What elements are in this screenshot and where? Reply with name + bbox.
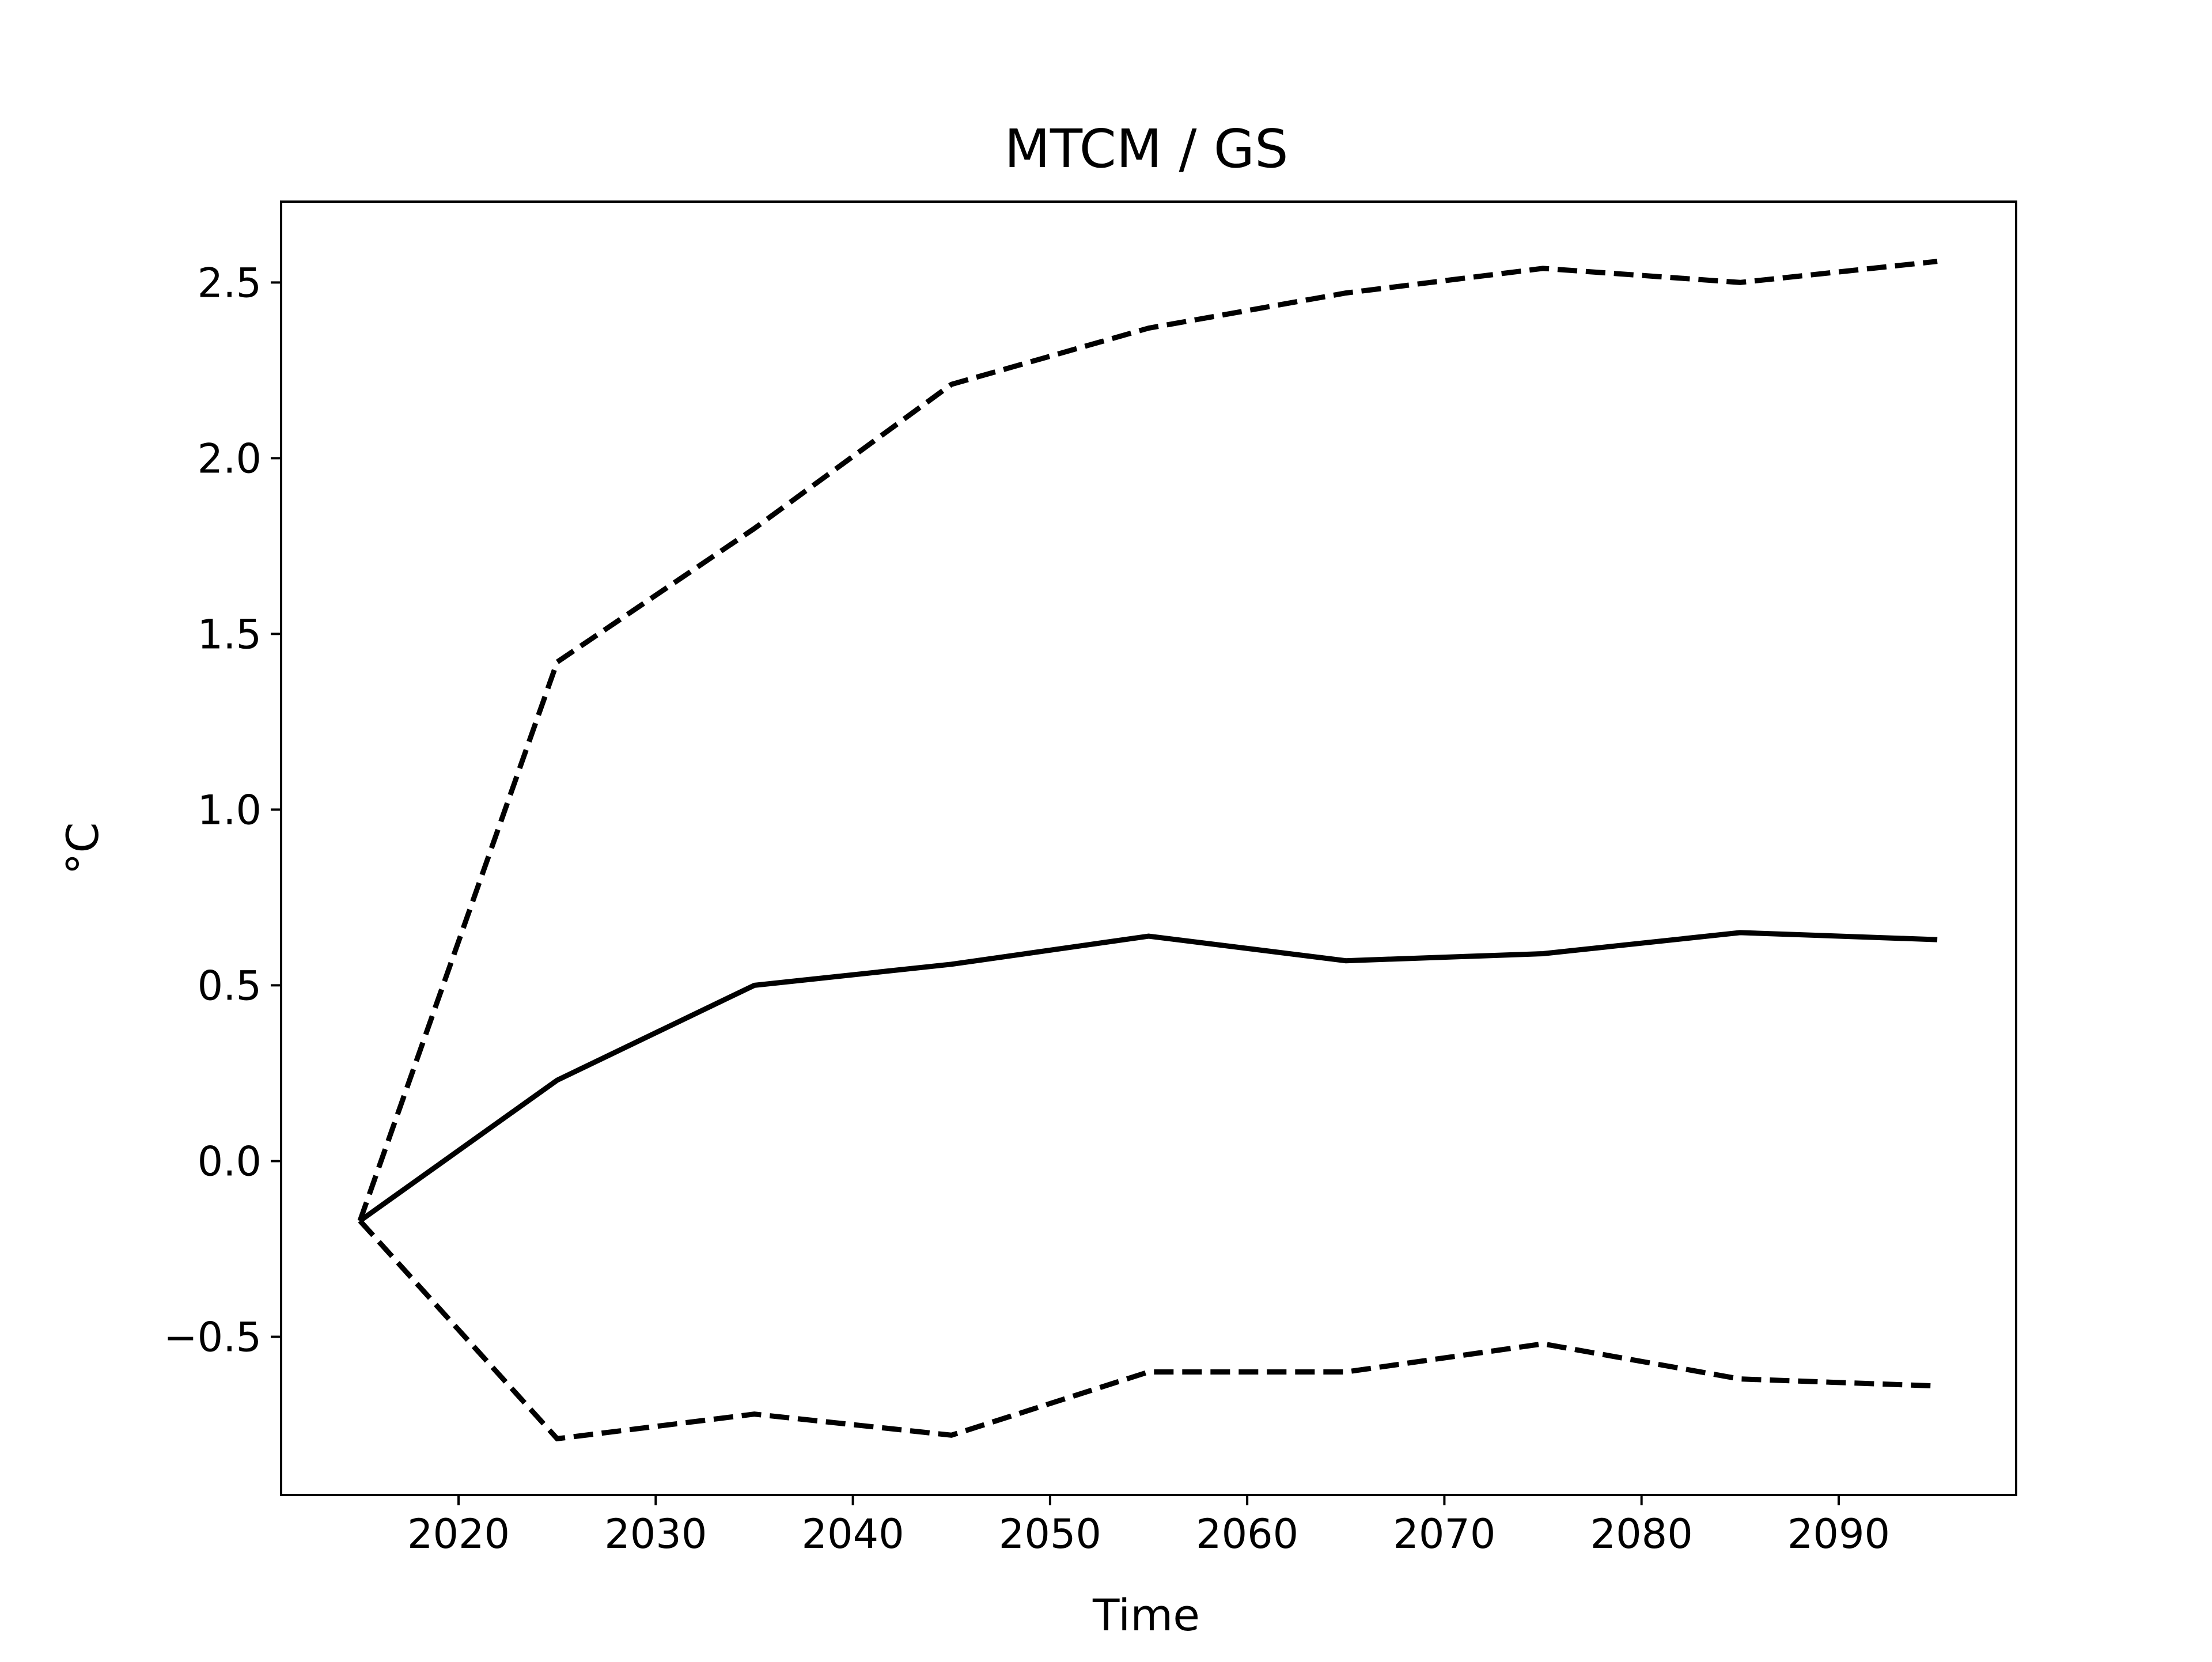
x-tick-label: 2070 [1393, 1510, 1495, 1558]
x-tick-label: 2090 [1787, 1510, 1890, 1558]
y-tick-label: 2.5 [198, 259, 262, 306]
chart-title: MTCM / GS [1005, 118, 1289, 180]
x-axis: 2020 2030 2040 2050 2060 2070 2080 2090 [407, 1495, 1890, 1558]
series-group [357, 259, 1938, 1442]
y-tick-label: 1.0 [198, 786, 262, 834]
y-tick-label: −0.5 [164, 1313, 262, 1361]
x-axis-label: Time [1092, 1589, 1200, 1641]
y-tick-label: 0.5 [198, 962, 262, 1009]
series-line-2 [357, 259, 1938, 1222]
x-tick-label: 2020 [407, 1510, 510, 1558]
x-tick-label: 2040 [802, 1510, 904, 1558]
y-tick-label: 0.0 [198, 1138, 262, 1185]
x-tick-label: 2030 [604, 1510, 707, 1558]
x-tick-label: 2080 [1590, 1510, 1693, 1558]
x-tick-label: 2060 [1196, 1510, 1298, 1558]
y-axis: −0.5 0.0 0.5 1.0 1.5 2.0 2.5 [164, 259, 281, 1361]
y-tick-label: 1.5 [198, 611, 262, 658]
y-axis-label: °C [57, 822, 108, 874]
x-tick-label: 2050 [999, 1510, 1101, 1558]
series-line-1 [358, 930, 1938, 1223]
series-line-3 [358, 1219, 1938, 1442]
y-tick-label: 2.0 [198, 435, 262, 482]
axes-frame [280, 200, 2017, 1496]
